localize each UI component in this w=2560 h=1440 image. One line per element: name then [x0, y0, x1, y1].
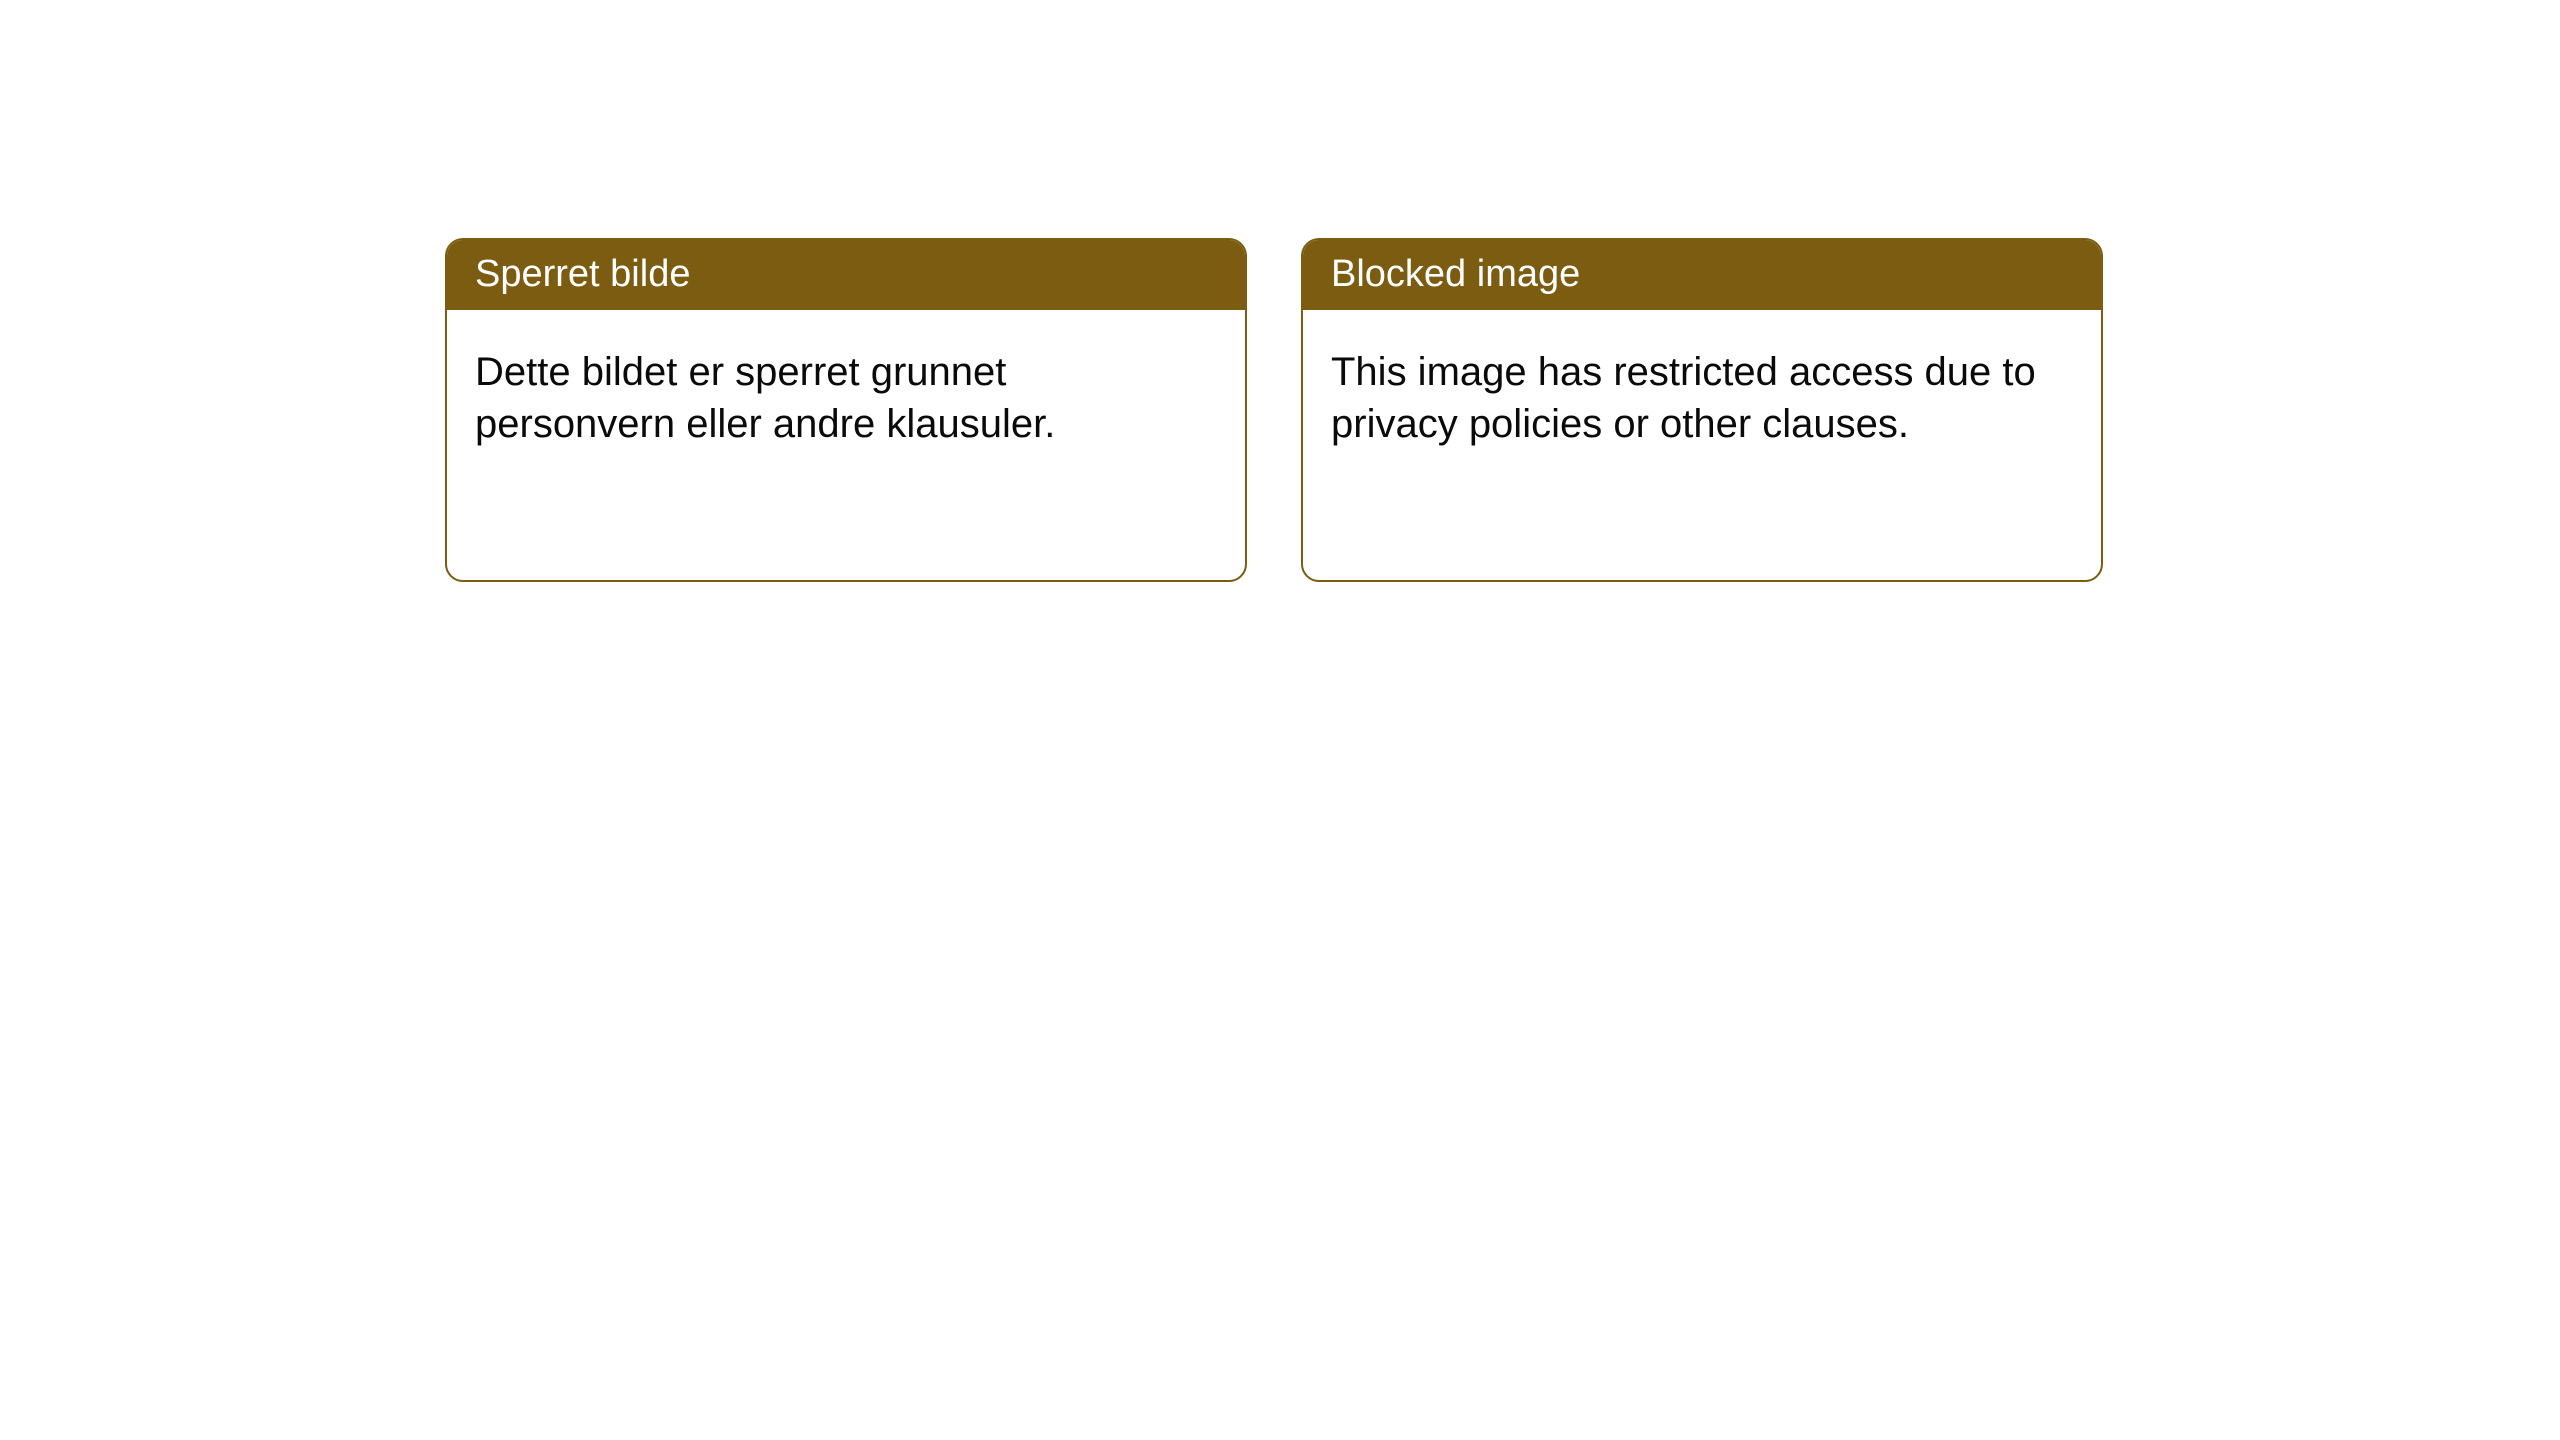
notice-card-norwegian: Sperret bilde Dette bildet er sperret gr… — [445, 238, 1247, 582]
notice-header: Blocked image — [1303, 240, 2101, 310]
notice-body: Dette bildet er sperret grunnet personve… — [447, 310, 1245, 580]
notice-container: Sperret bilde Dette bildet er sperret gr… — [445, 238, 2103, 582]
notice-card-english: Blocked image This image has restricted … — [1301, 238, 2103, 582]
notice-header: Sperret bilde — [447, 240, 1245, 310]
notice-body: This image has restricted access due to … — [1303, 310, 2101, 580]
